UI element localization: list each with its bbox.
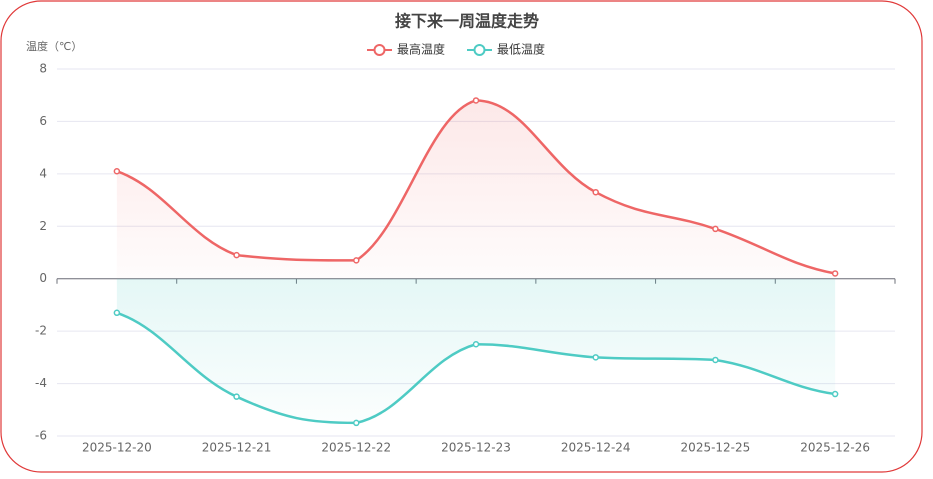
point — [831, 390, 839, 398]
y-tick-label: 0 — [39, 271, 47, 285]
point — [353, 257, 360, 264]
area — [116, 278, 836, 423]
point — [472, 97, 480, 104]
x-tick-label: 2025-12-20 — [82, 441, 152, 455]
x-tick-label: 2025-12-24 — [561, 441, 631, 455]
point — [712, 356, 719, 364]
y-tick-label: -4 — [35, 376, 47, 390]
x-tick-label: 2025-12-22 — [321, 441, 391, 455]
legend-item[interactable]: 最低温度 — [467, 42, 545, 57]
legend-symbol — [373, 44, 386, 56]
point — [353, 419, 360, 427]
point — [592, 354, 599, 361]
point — [113, 309, 121, 317]
legend-item[interactable]: 最高温度 — [367, 42, 445, 57]
point — [233, 393, 240, 400]
legend-label: 最高温度 — [397, 42, 445, 57]
y-tick-label: -2 — [35, 324, 47, 338]
area — [116, 100, 836, 279]
y-tick-label: 6 — [39, 114, 47, 128]
x-tick-label: 2025-12-26 — [800, 441, 870, 455]
point — [831, 270, 839, 277]
point — [472, 341, 480, 348]
y-axis-label: 温度（℃） — [26, 39, 82, 53]
legend-symbol — [473, 44, 486, 56]
point — [233, 251, 240, 259]
x-tick-label: 2025-12-25 — [681, 441, 751, 455]
y-tick-label: 2 — [39, 219, 47, 233]
point — [712, 225, 719, 233]
x-tick-label: 2025-12-21 — [202, 441, 272, 455]
y-tick-label: 8 — [39, 62, 47, 76]
y-tick-label: 4 — [39, 166, 47, 180]
legend-label: 最低温度 — [497, 42, 545, 57]
point — [592, 188, 599, 196]
chart-title: 接下来一周温度走势 — [395, 12, 539, 31]
point — [113, 167, 121, 175]
x-tick-label: 2025-12-23 — [441, 441, 511, 455]
y-tick-label: -6 — [35, 429, 47, 443]
